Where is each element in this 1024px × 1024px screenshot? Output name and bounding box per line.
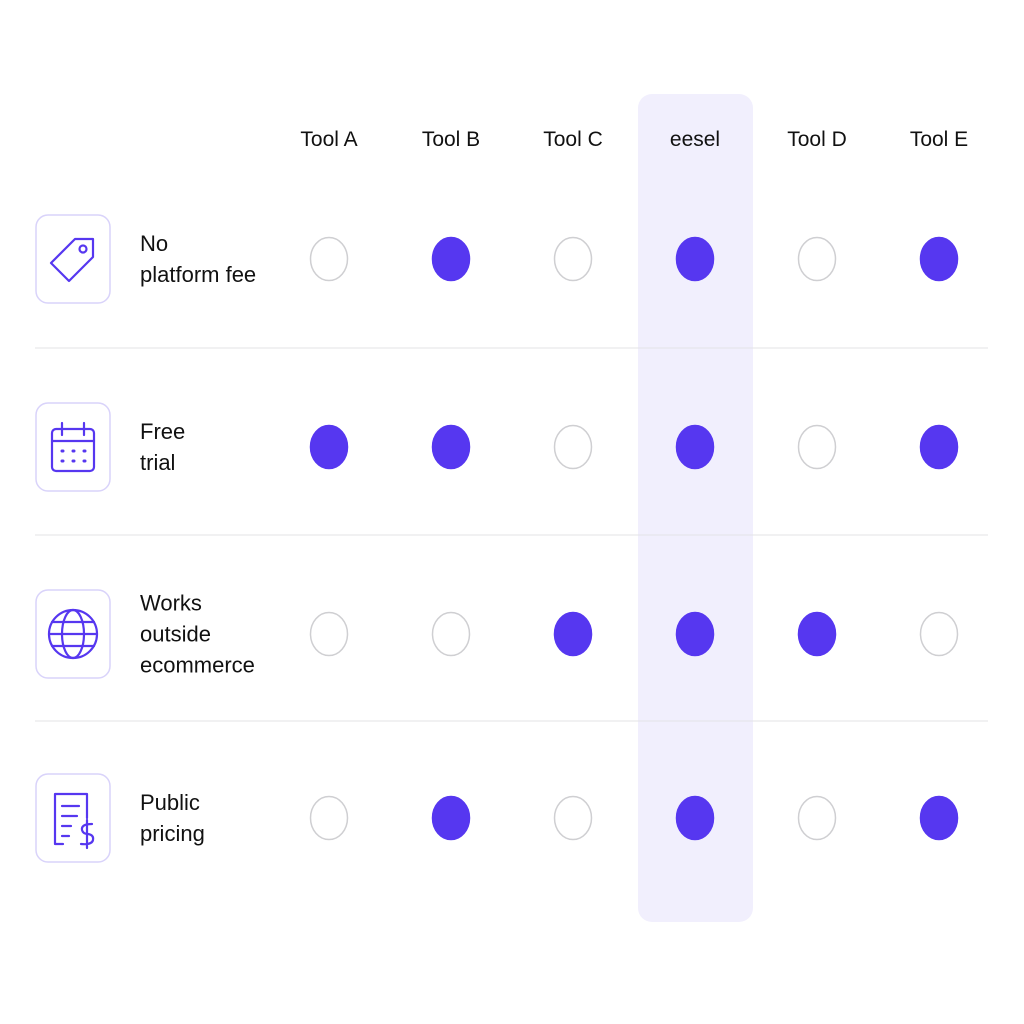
filled-dot (675, 611, 715, 657)
empty-dot (797, 236, 837, 282)
column-header: Tool D (787, 128, 847, 151)
empty-dot (919, 611, 959, 657)
filled-dot (919, 236, 959, 282)
filled-dot (675, 424, 715, 470)
filled-dot (431, 424, 471, 470)
column-header: eesel (669, 128, 721, 151)
row-label: Works outside ecommerce (140, 590, 255, 678)
empty-dot (309, 236, 349, 282)
filled-dot (797, 611, 837, 657)
filled-dot (553, 611, 593, 657)
globe-icon (35, 589, 111, 679)
filled-dot (309, 424, 349, 470)
empty-dot (309, 611, 349, 657)
filled-dot (675, 236, 715, 282)
empty-dot (431, 611, 471, 657)
row-label: Free trial (140, 419, 186, 475)
column-header: Tool A (300, 128, 358, 151)
filled-dot (919, 424, 959, 470)
filled-dot (431, 236, 471, 282)
row-label: No platform fee (140, 231, 257, 287)
highlight-column (638, 94, 753, 922)
calendar-icon (35, 402, 111, 492)
row-label: Public pricing (140, 790, 205, 846)
empty-dot (553, 424, 593, 470)
filled-dot (675, 795, 715, 841)
empty-dot (797, 795, 837, 841)
empty-dot (309, 795, 349, 841)
pricing-icon (35, 773, 111, 863)
tag-icon (35, 214, 111, 304)
empty-dot (553, 795, 593, 841)
column-header: Tool E (909, 128, 969, 151)
column-header: Tool B (421, 128, 481, 151)
filled-dot (919, 795, 959, 841)
filled-dot (431, 795, 471, 841)
column-header: Tool C (543, 128, 603, 151)
empty-dot (553, 236, 593, 282)
empty-dot (797, 424, 837, 470)
